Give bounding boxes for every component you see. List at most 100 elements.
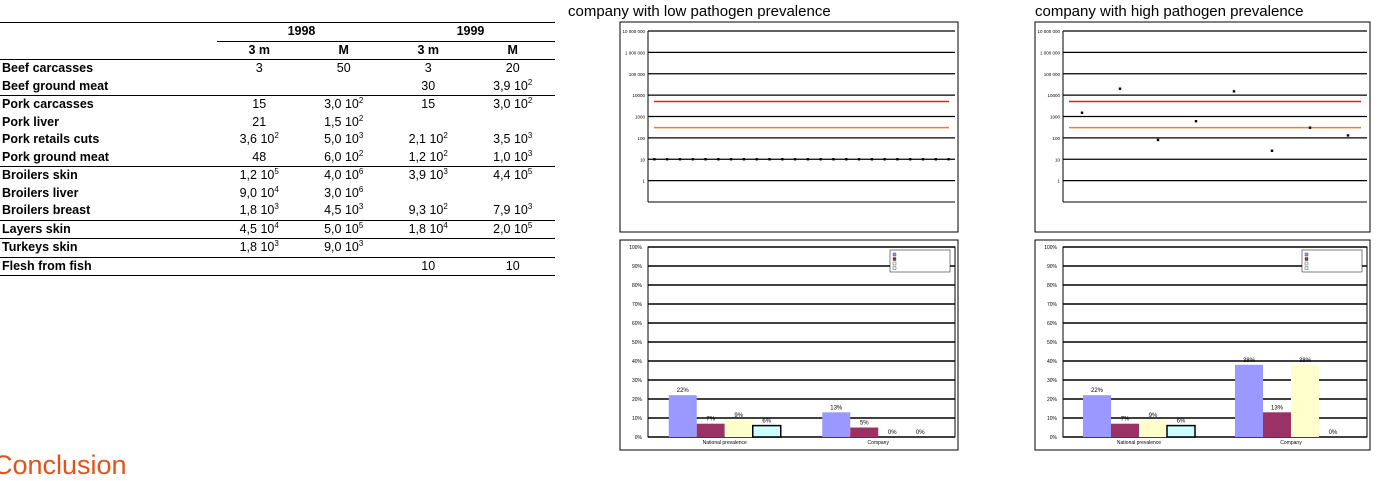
data-point [665,158,669,161]
cell: 1,8 103 [217,202,302,220]
y-tick-label: 10% [632,416,643,422]
table-row: Beef carcasses 3 50 3 20 [0,59,555,78]
y-tick-label: 10 000 000 [622,29,645,34]
data-point [768,158,771,161]
bar [724,419,753,437]
exponent: 3 [358,239,364,249]
cell: 4,4 105 [470,166,555,185]
table-row: Broilers skin 1,2 105 4,0 106 3,9 103 4,4 10… [0,166,555,185]
cell [0,22,217,41]
data-point [857,158,861,161]
table-row: Pork ground meat 48 6,0 102 1,2 102 1,0 103 [0,149,555,167]
value-label: 6% [1177,419,1186,425]
y-tick-label: 1000 [635,115,646,120]
x-tick-label: National prevalence [1117,440,1161,446]
cell: 3,0 106 [301,185,386,203]
y-tick-label: 1 [1057,179,1060,184]
cell: 3 [385,59,471,78]
y-tick-label: 10 [640,157,646,162]
cell-value: 9,3 10 [408,203,444,218]
cell-value: 1,2 10 [408,149,444,164]
y-tick-label: 10 [1055,157,1061,162]
legend-swatch [892,261,897,266]
y-tick-label: 90% [1047,264,1058,270]
table-row: Broilers liver 9,0 104 3,0 106 [0,185,555,203]
exponent: 4 [274,184,279,194]
chart-caption: company with high pathogen prevalence [1035,3,1304,20]
bar [1263,412,1291,437]
exponent: 3 [443,167,448,177]
cell-value: 3,0 10 [324,185,359,200]
data-point [729,158,733,161]
exponent: 2 [274,131,279,141]
legend [889,249,951,273]
exponent: 5 [274,167,279,177]
y-tick-label: 100 [1052,136,1060,141]
cell-value: 2,0 10 [493,221,528,236]
cell: 30 [421,78,436,93]
data-point [1308,126,1312,129]
exponent: 4 [274,220,279,230]
y-tick-label: 1000 [1050,115,1061,120]
cell: 4,5 104 [216,219,302,239]
legend-swatch [892,252,897,257]
legend [1301,249,1363,273]
data-point [1270,149,1274,152]
bar [1111,423,1139,437]
cell: 48 [252,149,267,164]
exponent: 2 [358,96,364,106]
cell [470,238,555,257]
data-point [819,158,822,161]
cell-value: 4,5 10 [324,203,359,218]
cell: 3,5 103 [470,131,555,149]
row-name: Turkeys skin [0,238,217,257]
table-row: Turkeys skin 1,8 103 9,0 103 [0,238,555,257]
exponent: 3 [274,202,279,212]
row-name: Pork carcasses [0,95,217,114]
data-point [793,158,797,161]
cell: 6,0 102 [301,149,386,167]
exponent: 2 [358,148,364,158]
bar [1291,364,1319,437]
year-header: 1999 [385,22,555,42]
cell: 3,0 102 [470,95,555,114]
value-label: 13% [830,405,843,411]
exponent: 3 [274,239,279,249]
cell-value: 4,4 10 [493,168,528,183]
cell-value: 7,9 10 [493,203,528,218]
y-tick-label: 70% [1047,302,1058,308]
bar [1139,419,1167,437]
data-point [947,158,950,161]
y-tick-label: 50% [1047,340,1058,346]
bar [1166,424,1196,438]
cell: 1,8 103 [216,238,302,257]
y-tick-label: 20% [1047,397,1058,403]
column-header: 3 m [417,42,439,57]
cell-value: 5,0 10 [324,132,359,147]
data-point [717,158,720,161]
cell: 3 [216,59,302,78]
cell: 3,6 102 [217,131,302,149]
data-point [934,158,938,161]
row-name: Broilers skin [0,166,217,185]
legend-swatch [892,257,897,261]
data-point [896,158,899,161]
legend-swatch [1304,261,1309,266]
cell: 20 [470,59,555,78]
y-tick-label: 100 [637,136,645,141]
legend-swatch [1304,252,1309,257]
cell-value: 9,0 10 [324,240,359,255]
data-point [845,158,848,161]
x-tick-label: Company [1280,440,1302,446]
column-header: M [338,42,349,57]
data-point [1156,138,1160,142]
cell: 10 [385,256,471,276]
data-point [1232,90,1236,93]
cell: 15 [216,95,302,114]
cell: 1,2 102 [386,149,471,167]
table-row: Flesh from fish 10 10 [0,256,555,276]
exponent: 3 [358,131,364,141]
cell: 2,0 105 [470,219,555,239]
table-row: Pork carcasses 15 3,0 102 15 3,0 102 [0,95,555,114]
